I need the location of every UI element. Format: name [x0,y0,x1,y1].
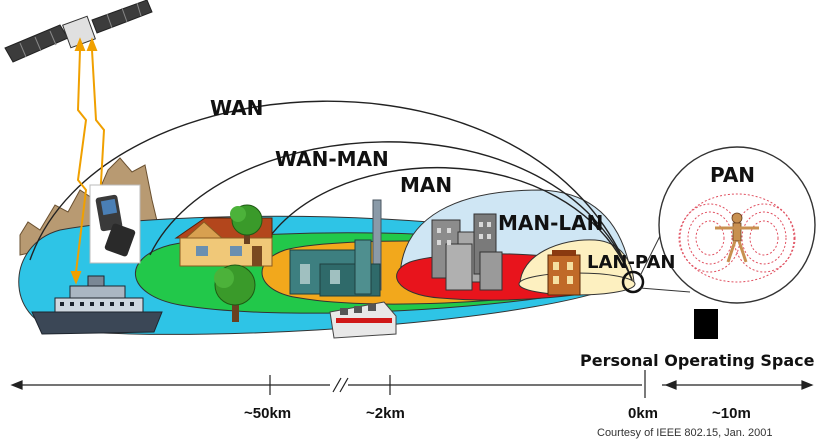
tree-icon-lower [214,264,256,322]
label-lan-pan: LAN-PAN [587,252,675,273]
label-man-lan: MAN-LAN [498,211,603,235]
small-building-icon [547,250,581,296]
label-personal-operating-space: Personal Operating Space [580,351,815,370]
distance-axis [10,370,814,398]
tick-label-2km: ~2km [366,405,405,422]
pan-zoom-line-bottom [639,287,691,293]
label-man: MAN [400,173,452,197]
city-buildings-icon [431,213,503,291]
image-credit: Courtesy of IEEE 802.15, Jan. 2001 [597,427,773,439]
factory-icon [289,199,382,297]
train-icon [329,301,397,339]
tree-icon-upper [230,204,263,244]
ship-icon [31,275,163,335]
person-icon [715,212,759,263]
wan-man-arc [149,141,633,281]
tick-label-50km: ~50km [244,405,291,422]
tick-label-10m: ~10m [712,405,751,422]
personal-device-square [694,309,718,339]
mobile-phone-icon [89,184,141,264]
origin-point [621,270,645,294]
label-wan-man: WAN-MAN [275,147,389,171]
satellite-icon [4,0,153,63]
label-pan: PAN [710,163,755,187]
man-arc [259,167,633,281]
label-wan: WAN [210,96,263,120]
tick-label-0km: 0km [628,405,658,422]
